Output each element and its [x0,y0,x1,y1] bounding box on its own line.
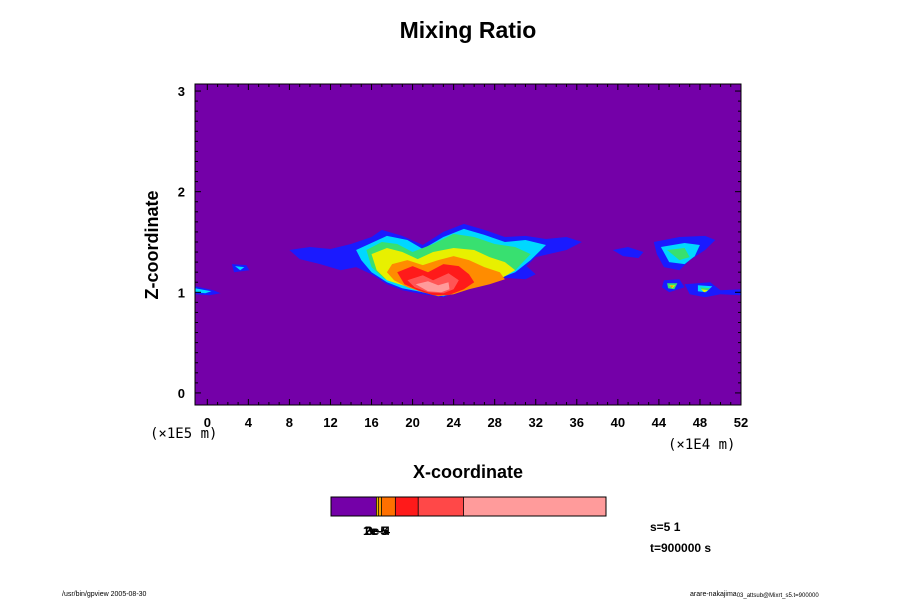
x-tick-label-52: 52 [734,415,748,430]
x-tick-label-24: 24 [446,415,461,430]
x-tick-label-32: 32 [529,415,543,430]
contour-green-1 [667,248,690,261]
t-value-label: t=900000 s [650,541,711,555]
y-tick-label-2: 2 [178,185,185,200]
x-tick-label-20: 20 [405,415,419,430]
x-tick-label-36: 36 [570,415,584,430]
contour-yellow-2 [701,289,709,293]
colorbar-label-0: 1e-5 [363,524,387,538]
chart-title: Mixing Ratio [400,17,537,43]
contour-cyan-3 [235,266,245,271]
y-axis-ticks: 0 1 2 3 [178,84,741,401]
colorbar-labels: 1e-52e-53e-4 [363,524,390,538]
colorbar-segment-4 [395,497,419,516]
colorbar-segment-6 [463,497,606,516]
contour-orange-1 [670,285,674,288]
y-tick-label-1: 1 [178,285,185,300]
x-axis-title: X-coordinate [413,462,523,482]
footer-right-sub: 03_attsub@Mixrt_s5.t=900000 [737,593,820,599]
contour-blue-3 [612,247,644,259]
x-tick-label-0: 0 [204,415,211,430]
contour-pink-0 [415,281,450,293]
x-tick-label-40: 40 [611,415,625,430]
x-tick-label-44: 44 [652,415,667,430]
colorbar-segment-1 [376,497,379,516]
colorbar-label-2: 3e-4 [366,524,390,538]
colorbar-label-1: 2e-5 [365,524,389,538]
colorbar-frame [330,496,607,517]
s-value-label: s=5 1 [650,520,681,534]
colorbar-segment-3 [381,497,396,516]
x-tick-label-48: 48 [693,415,707,430]
y-scale-label: (×1E5 m) [150,426,217,442]
x-tick-label-12: 12 [323,415,337,430]
colorbar-segment-0 [331,497,377,516]
footer-right: arare-nakajima03_attsub@Mixrt_s5.t=90000… [690,591,819,599]
x-scale-label: (×1E4 m) [668,437,735,453]
x-tick-label-4: 4 [245,415,253,430]
footer-left: /usr/bin/gpview 2005-08-30 [62,591,147,598]
x-tick-label-28: 28 [487,415,501,430]
y-tick-label-3: 3 [178,84,185,99]
colorbar-segment-2 [378,497,382,516]
colorbar [330,496,607,517]
x-tick-label-16: 16 [364,415,378,430]
plot-frame [194,83,742,406]
colorbar-segment-5 [418,497,464,516]
contour-regions [195,223,741,298]
footer-right-main: arare-nakajima [690,591,737,598]
x-tick-label-8: 8 [286,415,293,430]
y-tick-label-0: 0 [178,386,185,401]
contour-green-3 [699,287,711,293]
x-axis-ticks: 0 4 8 12 16 20 24 28 32 36 40 44 48 52 [204,84,748,430]
y-axis-title: Z-coordinate [142,190,162,299]
